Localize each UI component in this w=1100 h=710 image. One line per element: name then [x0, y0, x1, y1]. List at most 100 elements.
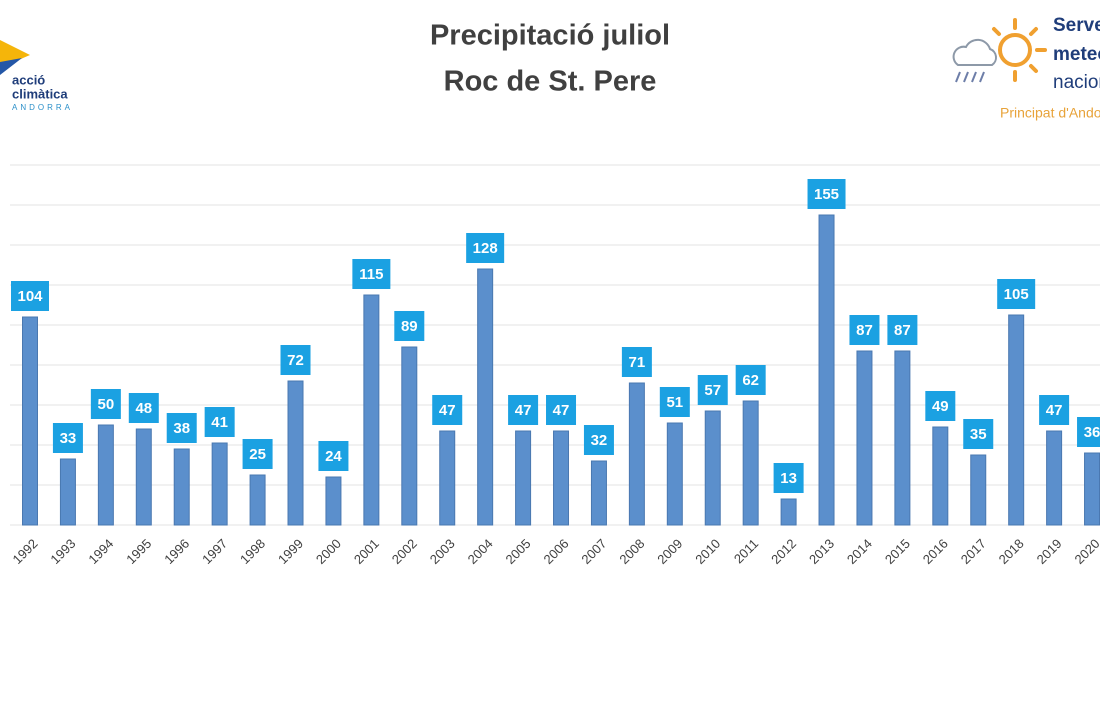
x-tick-label: 1997 — [199, 536, 230, 567]
bar — [439, 430, 456, 526]
bar — [704, 410, 721, 526]
bar — [249, 474, 266, 526]
value-label-box — [508, 395, 539, 425]
bar — [515, 430, 532, 526]
logo-text: ANDORRA — [12, 103, 73, 112]
value-label: 49 — [932, 398, 949, 415]
x-tick-label: 2002 — [389, 536, 420, 567]
value-label-box — [318, 441, 349, 471]
value-label-box — [659, 387, 690, 417]
value-label: 155 — [814, 186, 839, 203]
value-label-box — [352, 259, 391, 289]
bar — [1084, 452, 1100, 526]
x-tick-label: 2001 — [351, 536, 382, 567]
value-label: 105 — [1004, 286, 1029, 303]
value-label: 35 — [970, 426, 987, 443]
x-tick-label: 2008 — [616, 536, 647, 567]
x-tick-label: 1996 — [161, 536, 192, 567]
value-label-box — [546, 395, 577, 425]
x-tick-label: 2019 — [1034, 536, 1065, 567]
value-label: 71 — [629, 354, 646, 371]
bar — [780, 498, 797, 526]
logo-text: acció — [12, 72, 45, 87]
value-label-box — [1039, 395, 1070, 425]
x-tick-label: 2003 — [427, 536, 458, 567]
bar — [1046, 430, 1063, 526]
bar — [135, 428, 152, 526]
bar — [211, 442, 228, 526]
bar — [477, 268, 494, 526]
x-tick-label: 1993 — [47, 536, 78, 567]
chart-subtitle: Roc de St. Pere — [444, 66, 657, 98]
value-label-box — [466, 233, 505, 263]
bar — [590, 460, 607, 526]
value-label-box — [997, 279, 1036, 309]
value-label-box — [621, 347, 652, 377]
logo-text: Principat d'Andorra — [1000, 105, 1100, 121]
bar — [894, 350, 911, 526]
value-label-box — [925, 391, 956, 421]
value-label-box — [11, 281, 49, 311]
bar — [97, 424, 114, 526]
bar — [1008, 314, 1025, 526]
value-label: 33 — [60, 430, 77, 447]
value-label: 87 — [856, 322, 873, 339]
x-tick-label: 2004 — [465, 536, 496, 567]
value-label: 89 — [401, 318, 418, 335]
x-tick-label: 2015 — [882, 536, 913, 567]
x-tick-label: 2013 — [806, 536, 837, 567]
bar — [666, 422, 683, 526]
value-label-box — [773, 463, 804, 493]
value-label: 47 — [439, 402, 456, 419]
bar — [742, 400, 759, 526]
value-label-box — [90, 389, 121, 419]
value-label: 51 — [666, 394, 683, 411]
x-tick-label: 1999 — [275, 536, 306, 567]
value-label-box — [807, 179, 846, 209]
value-label: 104 — [17, 288, 43, 305]
value-label: 72 — [287, 352, 304, 369]
x-tick-label: 1994 — [85, 536, 116, 567]
left-logo: acció climàtica ANDORRA — [0, 40, 73, 112]
logo-sun — [998, 33, 1032, 67]
value-label-box — [432, 395, 463, 425]
value-label: 36 — [1084, 424, 1100, 441]
value-label-box — [887, 315, 918, 345]
x-tick-label: 2011 — [731, 536, 761, 566]
value-label: 47 — [553, 402, 570, 419]
value-label-box — [204, 407, 235, 437]
x-tick-label: 1992 — [9, 536, 40, 567]
bar — [173, 448, 190, 526]
value-label-box — [166, 413, 197, 443]
logo-text: climàtica — [12, 86, 68, 101]
value-label-box — [280, 345, 311, 375]
value-label: 25 — [249, 446, 266, 463]
value-label: 87 — [894, 322, 911, 339]
value-label: 41 — [211, 414, 228, 431]
value-label: 38 — [173, 420, 190, 437]
value-label-box — [735, 365, 766, 395]
value-label: 48 — [135, 400, 152, 417]
bar — [818, 214, 835, 526]
logo-cloud — [952, 38, 997, 66]
x-tick-label: 2012 — [768, 536, 799, 567]
value-label-box — [963, 419, 994, 449]
value-label: 47 — [1046, 402, 1063, 419]
x-tick-label: 2006 — [541, 536, 572, 567]
bar — [287, 380, 304, 526]
bar — [628, 382, 645, 526]
bar — [970, 454, 987, 526]
x-tick-label: 2020 — [1072, 536, 1100, 567]
logo-text: meteorològic — [1053, 44, 1100, 65]
bar — [856, 350, 873, 526]
value-label-box — [697, 375, 728, 405]
right-logo: Servei meteorològic nacional Principat d… — [952, 15, 1100, 121]
bar — [932, 426, 949, 526]
logo-text: Servei — [1053, 15, 1100, 36]
x-tick-label: 2014 — [844, 536, 875, 567]
x-tick-label: 2010 — [692, 536, 723, 567]
value-label-box — [849, 315, 880, 345]
x-tick-label: 1995 — [123, 536, 154, 567]
value-label-box — [583, 425, 614, 455]
